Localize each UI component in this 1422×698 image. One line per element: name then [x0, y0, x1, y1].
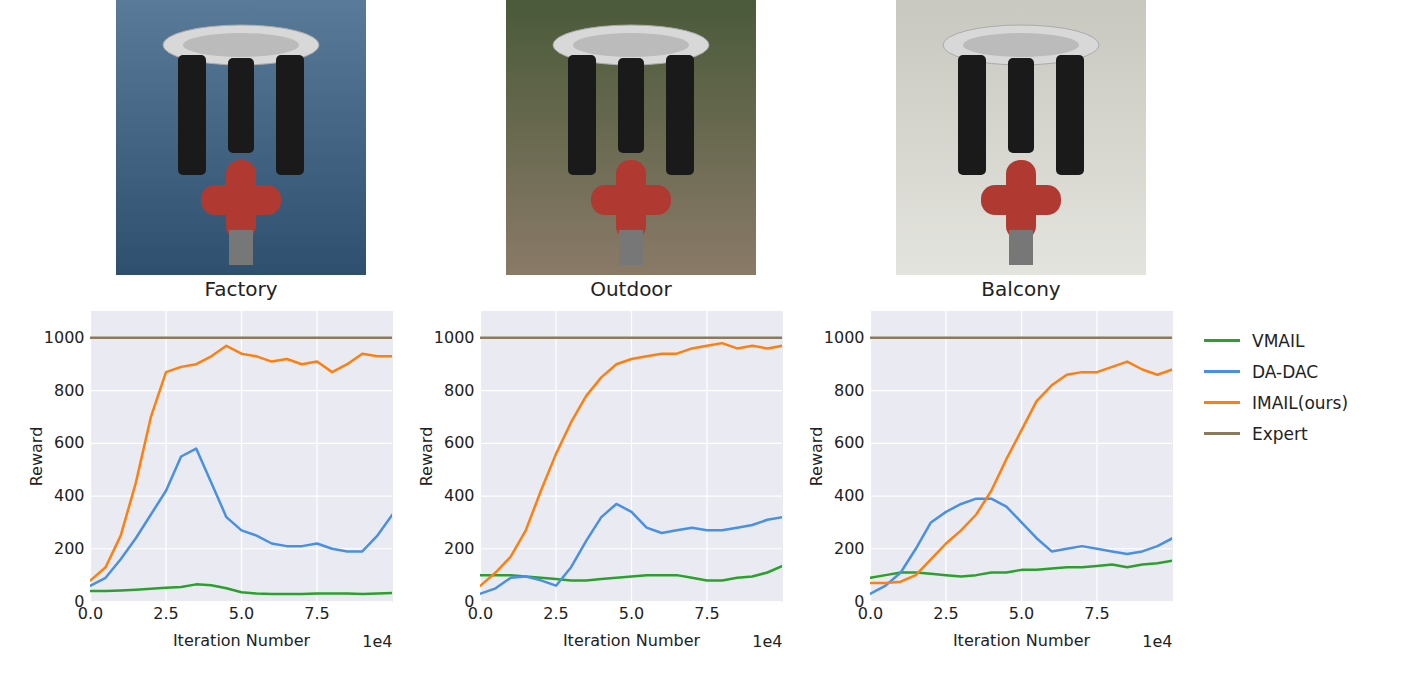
svg-text:Iteration Number: Iteration Number: [953, 631, 1091, 650]
svg-text:0: 0: [854, 592, 864, 611]
svg-text:5.0: 5.0: [1009, 604, 1034, 623]
svg-text:0: 0: [464, 592, 474, 611]
svg-text:1000: 1000: [44, 328, 85, 347]
html-text:DA-DAC: DA-DAC: [1252, 361, 1319, 382]
svg-text:7.5: 7.5: [694, 604, 719, 623]
svg-text:Reward: Reward: [417, 427, 436, 487]
svg-text:600: 600: [444, 433, 475, 452]
svg-text:200: 200: [834, 539, 865, 558]
svg-text:1000: 1000: [824, 328, 865, 347]
svg-text:Reward: Reward: [27, 427, 46, 487]
svg-text:0.0: 0.0: [77, 603, 104, 623]
svg-text:600: 600: [834, 433, 865, 452]
svg-text:Iteration Number: Iteration Number: [173, 631, 311, 650]
svg-text:0.0: 0.0: [467, 603, 494, 623]
svg-text:5.0: 5.0: [619, 604, 644, 623]
svg-text:1000: 1000: [434, 328, 475, 347]
html-text:IMAIL(ours): IMAIL(ours): [1252, 392, 1349, 413]
svg-text:7.5: 7.5: [1084, 604, 1109, 623]
svg-text:800: 800: [54, 381, 85, 400]
svg-text:0: 0: [74, 592, 84, 611]
svg-text:5.0: 5.0: [229, 604, 254, 623]
svg-text:Iteration Number: Iteration Number: [563, 631, 701, 650]
svg-text:800: 800: [444, 381, 475, 400]
html-text:Expert: Expert: [1252, 423, 1308, 444]
svg-text:2.5: 2.5: [543, 604, 568, 623]
html-text:Outdoor: Outdoor: [590, 277, 672, 301]
html-text:Factory: Factory: [204, 277, 278, 301]
svg-text:800: 800: [834, 381, 865, 400]
html-text:Balcony: Balcony: [981, 277, 1061, 301]
svg-text:400: 400: [444, 486, 475, 505]
svg-text:Reward: Reward: [807, 427, 826, 487]
svg-text:1e4: 1e4: [362, 632, 392, 651]
svg-text:600: 600: [54, 433, 85, 452]
svg-text:400: 400: [54, 486, 85, 505]
svg-text:7.5: 7.5: [304, 604, 329, 623]
svg-text:200: 200: [54, 539, 85, 558]
svg-text:1e4: 1e4: [752, 632, 782, 651]
svg-text:1e4: 1e4: [1142, 632, 1172, 651]
html-text:VMAIL: VMAIL: [1252, 330, 1305, 351]
svg-text:0.0: 0.0: [857, 603, 884, 623]
svg-text:400: 400: [834, 486, 865, 505]
svg-text:2.5: 2.5: [153, 604, 178, 623]
svg-text:200: 200: [444, 539, 475, 558]
svg-text:2.5: 2.5: [933, 604, 958, 623]
